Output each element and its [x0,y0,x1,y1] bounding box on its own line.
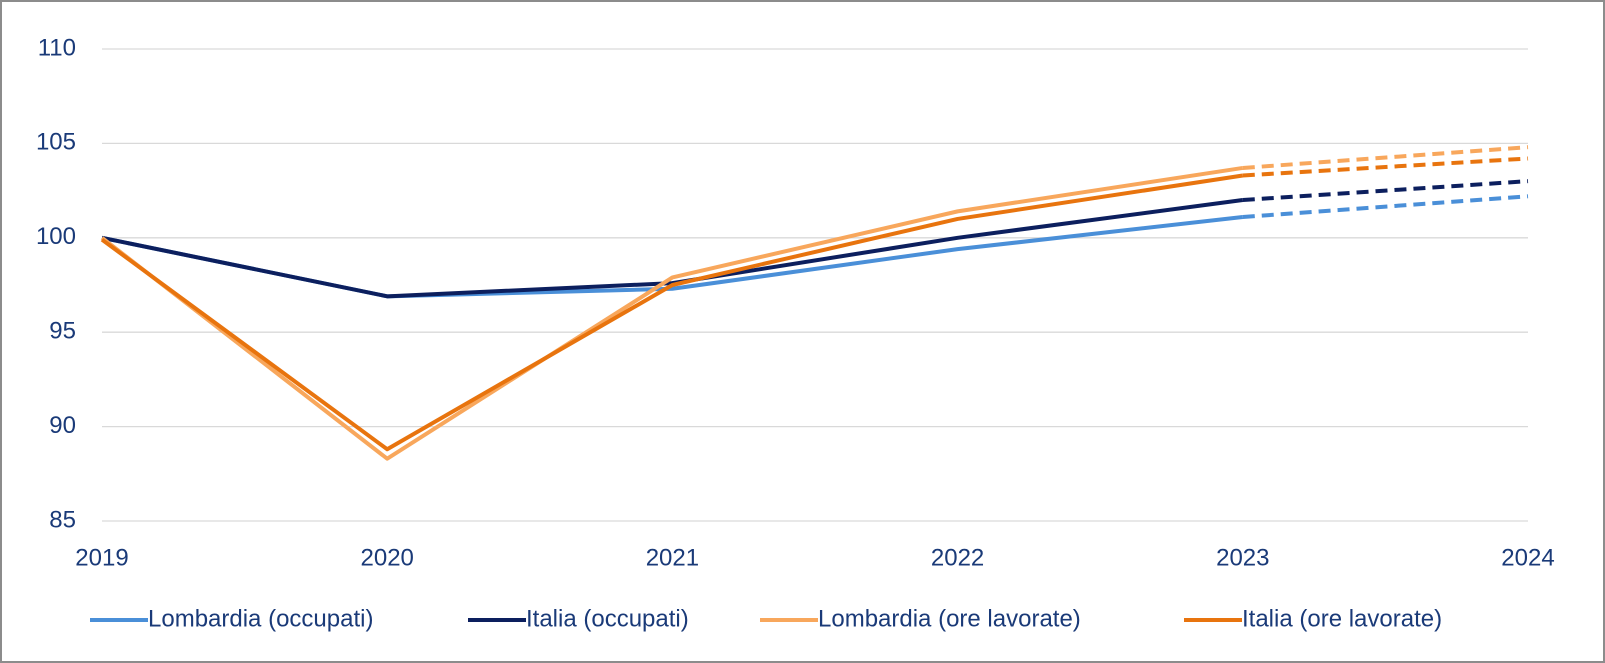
x-tick-label: 2022 [931,544,984,571]
x-tick-label: 2021 [646,544,699,571]
x-tick-label: 2020 [361,544,414,571]
forecast-line [1242,179,1529,203]
x-tick-label: 2019 [75,544,128,571]
x-tick-label: 2023 [1216,544,1269,571]
forecast-line [1242,156,1529,178]
y-tick-label: 90 [49,412,76,439]
y-tick-label: 100 [36,223,76,250]
y-tick-label: 85 [49,506,76,533]
legend-label: Lombardia (ore lavorate) [818,605,1081,632]
forecast-line [1242,145,1529,170]
y-tick-label: 110 [38,34,76,61]
series-line [100,173,1244,452]
forecast-line [1242,194,1529,220]
y-tick-label: 105 [36,129,76,156]
legend-label: Lombardia (occupati) [148,605,373,632]
series-line [100,165,1244,461]
x-tick-label: 2024 [1501,544,1554,571]
legend-label: Italia (occupati) [526,605,689,632]
y-tick-label: 95 [49,318,76,345]
legend-label: Italia (ore lavorate) [1242,605,1442,632]
